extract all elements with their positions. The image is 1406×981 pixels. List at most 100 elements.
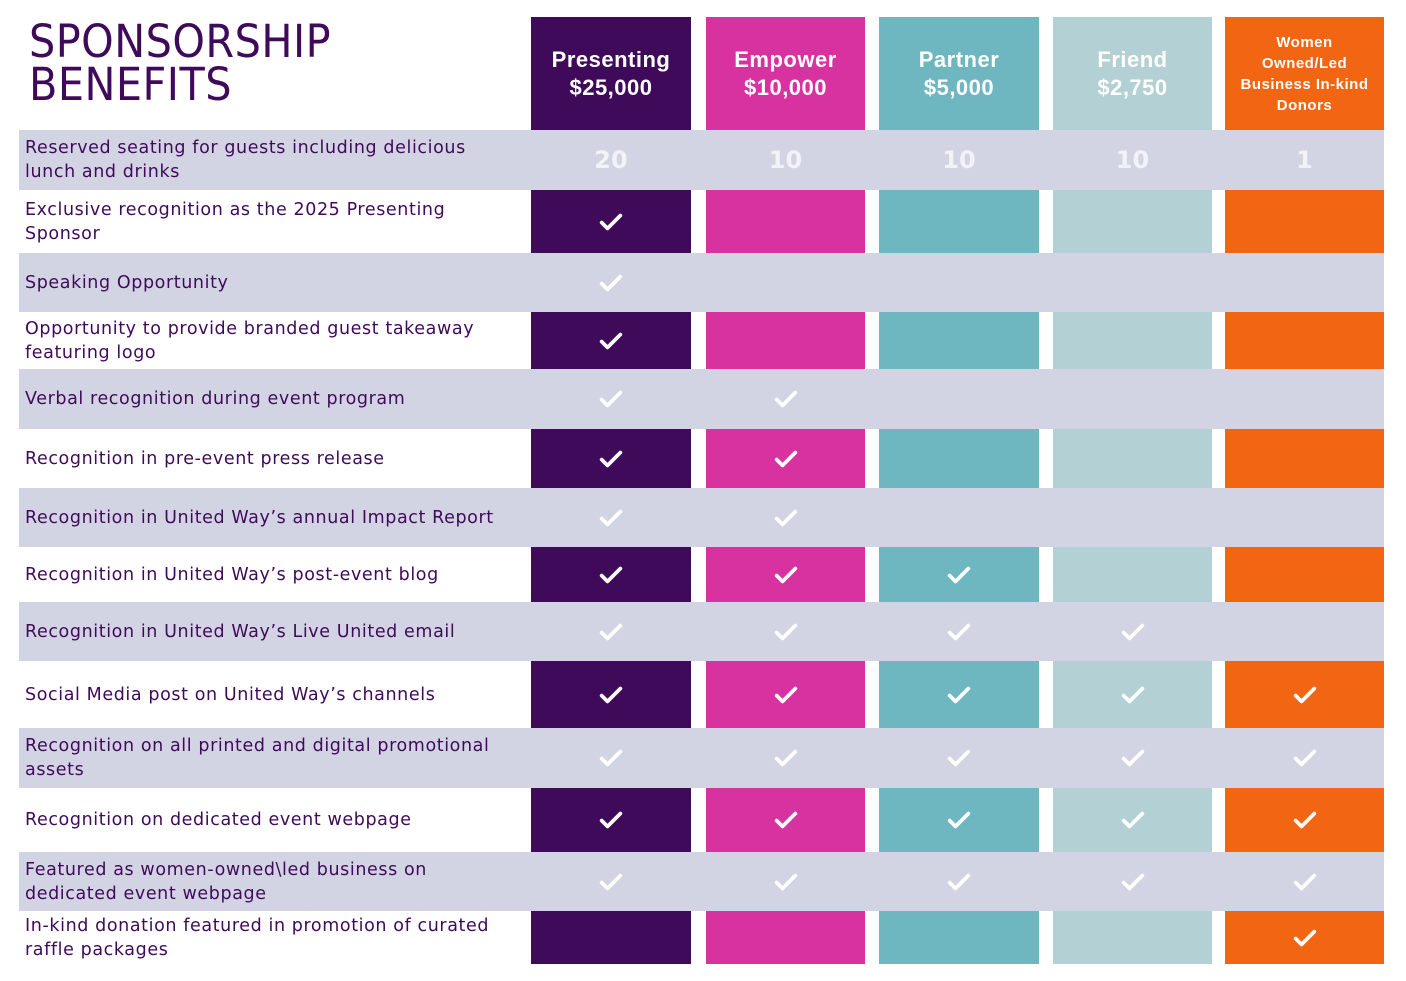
check-icon [1119, 681, 1147, 709]
benefit-cell-2 [706, 788, 865, 852]
tier-header-1: Presenting $25,000 [531, 17, 691, 130]
benefit-cell-2 [706, 852, 865, 911]
benefit-label: Recognition in United Way’s annual Impac… [25, 507, 494, 528]
benefit-row: In-kind donation featured in promotion o… [19, 911, 1384, 964]
benefit-cell-3 [879, 661, 1039, 728]
tier-name: Partner [918, 46, 1000, 72]
benefit-cell-1 [531, 602, 691, 661]
benefit-cell-3 [879, 602, 1039, 661]
benefit-row: Recognition in United Way’s annual Impac… [19, 488, 1384, 547]
benefit-cell-3 [879, 852, 1039, 911]
check-icon [772, 868, 800, 896]
check-icon [597, 868, 625, 896]
tier-price: $5,000 [923, 74, 995, 100]
title-line-2: BENEFITS [29, 58, 232, 111]
check-icon [1291, 806, 1319, 834]
benefit-cell-5 [1225, 312, 1384, 369]
benefit-cell-3 [879, 911, 1039, 964]
benefit-cell-3 [879, 312, 1039, 369]
seat-count: 10 [942, 146, 976, 174]
check-icon [945, 618, 973, 646]
benefit-cell-4 [1053, 661, 1212, 728]
benefit-cell-3 [879, 488, 1039, 547]
check-icon [772, 681, 800, 709]
tier-price: $10,000 [743, 74, 828, 100]
benefit-row: Reserved seating for guests including de… [19, 130, 1384, 190]
benefit-cell-2 [706, 312, 865, 369]
benefit-cell-1 [531, 911, 691, 964]
check-icon [772, 445, 800, 473]
benefit-cell-3 [879, 547, 1039, 602]
benefit-cell-1 [531, 429, 691, 488]
check-icon [597, 681, 625, 709]
benefit-label: Social Media post on United Way’s channe… [25, 684, 436, 705]
seat-count: 10 [768, 146, 803, 174]
check-icon [1119, 868, 1147, 896]
check-icon [945, 806, 973, 834]
tier-header-4: Friend $2,750 [1053, 17, 1212, 130]
benefit-cell-1 [531, 661, 691, 728]
benefit-cell-1 [531, 852, 691, 911]
benefit-cell-1 [531, 312, 691, 369]
seat-count: 1 [1296, 146, 1313, 174]
benefit-row: Social Media post on United Way’s channe… [19, 661, 1384, 728]
benefit-row: Recognition on all printed and digital p… [19, 728, 1384, 788]
benefit-label: Opportunity to provide branded guest tak… [25, 318, 475, 363]
check-icon [597, 445, 625, 473]
check-icon [772, 561, 800, 589]
benefit-cell-3: 10 [879, 130, 1039, 190]
benefit-cell-1 [531, 547, 691, 602]
page-title: SPONSORSHIP BENEFITS [29, 19, 331, 111]
benefit-label: Recognition on dedicated event webpage [25, 810, 412, 830]
benefit-cell-3 [879, 429, 1039, 488]
benefit-cell-2 [706, 429, 865, 488]
benefit-label: Exclusive recognition as the 2025 Presen… [25, 199, 446, 244]
benefit-cell-2 [706, 728, 865, 788]
benefit-cell-2: 10 [706, 130, 865, 190]
benefit-cell-4 [1053, 547, 1212, 602]
benefit-cell-5 [1225, 852, 1384, 911]
benefit-cell-1: 20 [531, 130, 691, 190]
benefit-cell-4 [1053, 602, 1212, 661]
benefit-cell-2 [706, 547, 865, 602]
tier-header-2: Empower $10,000 [706, 17, 865, 130]
benefit-row: Speaking Opportunity [19, 253, 1384, 312]
benefit-cell-3 [879, 253, 1039, 312]
tier-price: $25,000 [569, 74, 653, 100]
benefit-row: Recognition in United Way’s Live United … [19, 602, 1384, 661]
tier-name: Presenting [551, 46, 671, 72]
benefit-cell-4 [1053, 190, 1212, 253]
tier-price: $2,750 [1097, 74, 1168, 100]
check-icon [1291, 924, 1319, 952]
check-icon [597, 208, 625, 236]
check-icon [1291, 744, 1319, 772]
benefit-cell-4 [1053, 369, 1212, 429]
check-icon [1291, 681, 1319, 709]
benefit-cell-2 [706, 911, 865, 964]
benefit-label: Recognition on all printed and digital p… [25, 736, 490, 780]
tier-header-5: Women Owned/Led Business In-kind Donors [1225, 17, 1384, 130]
benefit-cell-5: 1 [1225, 130, 1384, 190]
benefit-cell-5 [1225, 788, 1384, 852]
benefit-cell-4 [1053, 728, 1212, 788]
benefit-cell-5 [1225, 488, 1384, 547]
benefit-cell-1 [531, 253, 691, 312]
benefit-cell-5 [1225, 661, 1384, 728]
check-icon [945, 681, 973, 709]
benefit-cell-3 [879, 728, 1039, 788]
benefit-cell-3 [879, 190, 1039, 253]
benefit-cell-1 [531, 190, 691, 253]
benefit-cell-5 [1225, 253, 1384, 312]
benefit-label: In-kind donation featured in promotion o… [25, 915, 490, 960]
benefit-label: Recognition in pre-event press release [25, 448, 385, 469]
benefit-row: Recognition in United Way’s post-event b… [19, 547, 1384, 602]
benefit-cell-1 [531, 488, 691, 547]
tier-name: Friend [1097, 46, 1168, 72]
tier-name: Empower [734, 46, 837, 72]
benefit-cell-4 [1053, 488, 1212, 547]
check-icon [597, 504, 625, 532]
benefit-row: Featured as women-owned\led business on … [19, 852, 1384, 911]
check-icon [772, 504, 800, 532]
benefit-row: Exclusive recognition as the 2025 Presen… [19, 190, 1384, 253]
benefit-cell-4 [1053, 911, 1212, 964]
